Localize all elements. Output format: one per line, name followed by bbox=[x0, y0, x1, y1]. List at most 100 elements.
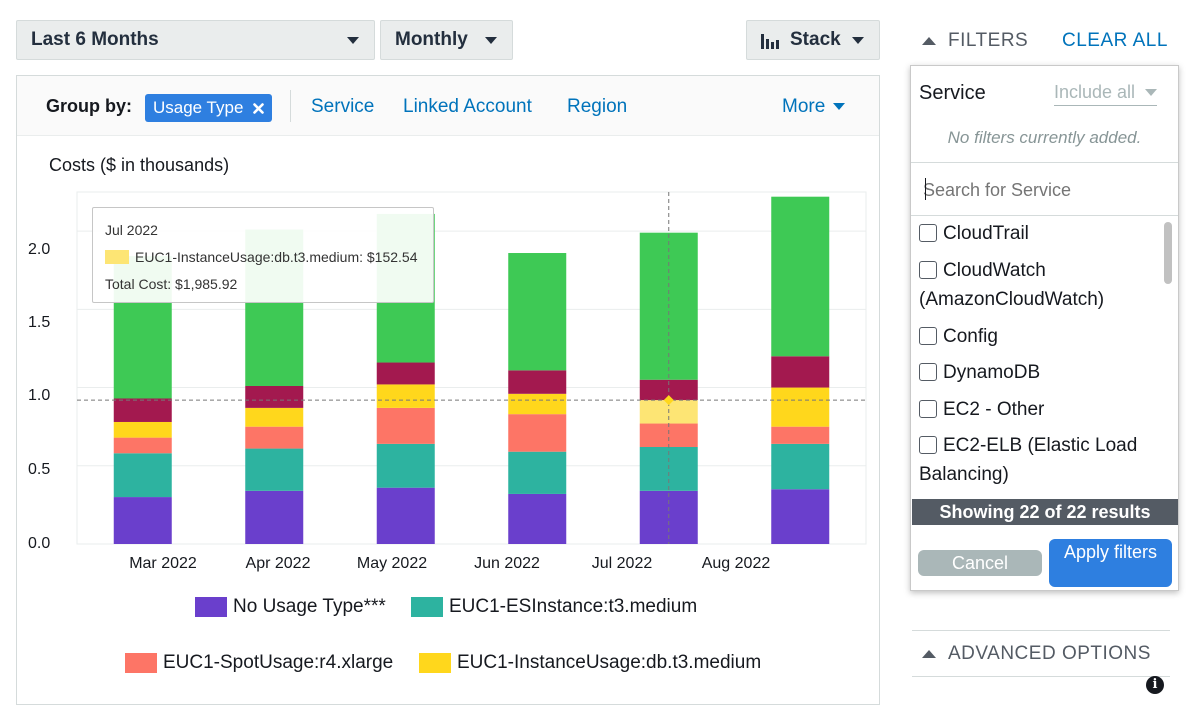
checkbox[interactable] bbox=[919, 436, 937, 454]
info-icon[interactable]: i bbox=[1146, 676, 1164, 694]
checkbox[interactable] bbox=[919, 327, 937, 345]
bar-segment bbox=[508, 370, 567, 394]
tooltip-swatch bbox=[105, 250, 129, 264]
bar-segment bbox=[376, 384, 435, 408]
tooltip-total: Total Cost: $1,985.92 bbox=[105, 276, 238, 292]
x-tick-label: Aug 2022 bbox=[701, 555, 771, 572]
y-tick-label: 0.0 bbox=[28, 535, 51, 552]
tab-linked-account[interactable]: Linked Account bbox=[403, 96, 532, 117]
bar-segment bbox=[771, 387, 830, 427]
divider bbox=[911, 215, 1178, 216]
bar-segment bbox=[113, 497, 172, 544]
divider bbox=[290, 90, 291, 122]
service-option-cloudtrail[interactable]: CloudTrail bbox=[919, 219, 1157, 248]
group-by-chip-usage-type[interactable]: Usage Type bbox=[145, 94, 273, 122]
more-dropdown[interactable]: More bbox=[782, 96, 846, 118]
text-cursor bbox=[925, 178, 926, 200]
bar-segment bbox=[245, 448, 304, 491]
x-tick-label: May 2022 bbox=[356, 555, 428, 572]
service-option-cloudwatch[interactable]: CloudWatch (AmazonCloudWatch) bbox=[919, 256, 1157, 314]
bar-segment bbox=[639, 423, 698, 448]
service-option-ec2-other[interactable]: EC2 - Other bbox=[919, 395, 1157, 424]
x-tick-label: Jun 2022 bbox=[474, 555, 540, 572]
empty-filters-message: No filters currently added. bbox=[947, 128, 1142, 147]
bar-segment bbox=[113, 421, 172, 438]
group-by-label: Group by: bbox=[46, 96, 132, 116]
bar-segment bbox=[376, 443, 435, 488]
tooltip-month: Jul 2022 bbox=[105, 222, 158, 238]
x-tick-label: Jul 2022 bbox=[591, 555, 653, 572]
legend-swatch bbox=[195, 597, 227, 617]
service-option-dynamodb[interactable]: DynamoDB bbox=[919, 358, 1157, 387]
plot-area bbox=[76, 191, 867, 545]
stacked-bar-chart bbox=[76, 191, 867, 545]
option-label: Config bbox=[943, 326, 998, 347]
date-range-dropdown[interactable]: Last 6 Months bbox=[16, 20, 375, 60]
legend-label: EUC1-InstanceUsage:db.t3.medium bbox=[457, 652, 762, 673]
chart-style-dropdown[interactable]: Stack bbox=[746, 20, 880, 60]
y-tick-label: 1.5 bbox=[28, 314, 51, 331]
checkbox[interactable] bbox=[919, 261, 937, 279]
scrollbar-thumb[interactable] bbox=[1164, 222, 1172, 284]
bar-chart-icon bbox=[761, 34, 779, 49]
checkbox[interactable] bbox=[919, 400, 937, 418]
option-label: EC2 - Other bbox=[943, 399, 1045, 420]
granularity-label: Monthly bbox=[395, 29, 468, 50]
bar-segment bbox=[113, 453, 172, 498]
checkbox[interactable] bbox=[919, 224, 937, 242]
legend-item[interactable]: No Usage Type*** bbox=[195, 596, 386, 618]
chevron-down-icon bbox=[833, 103, 846, 111]
results-count: Showing 22 of 22 results bbox=[912, 499, 1178, 525]
service-search-input[interactable] bbox=[923, 180, 1163, 201]
apply-filters-button[interactable]: Apply filters bbox=[1049, 539, 1172, 587]
service-options-list: CloudTrail CloudWatch (AmazonCloudWatch)… bbox=[911, 216, 1178, 496]
bar-segment bbox=[245, 407, 304, 427]
legend-item[interactable]: EUC1-ESInstance:t3.medium bbox=[411, 596, 697, 618]
filters-toggle[interactable]: FILTERS bbox=[922, 30, 1028, 52]
option-label: CloudWatch bbox=[943, 260, 1046, 281]
tab-service[interactable]: Service bbox=[311, 96, 375, 117]
bar-segment bbox=[508, 393, 567, 415]
divider bbox=[912, 630, 1170, 631]
chevron-up-icon bbox=[922, 650, 936, 658]
bar-segment bbox=[245, 490, 304, 544]
chevron-down-icon bbox=[485, 37, 497, 44]
legend-item[interactable]: EUC1-InstanceUsage:db.t3.medium bbox=[419, 652, 761, 674]
granularity-dropdown[interactable]: Monthly bbox=[380, 20, 513, 60]
bar-segment bbox=[113, 437, 172, 454]
chip-label: Usage Type bbox=[153, 98, 244, 117]
checkbox[interactable] bbox=[919, 363, 937, 381]
bar-segment bbox=[771, 196, 830, 357]
clear-all-link[interactable]: CLEAR ALL bbox=[1062, 30, 1168, 51]
option-label: (AmazonCloudWatch) bbox=[919, 289, 1105, 310]
divider bbox=[912, 676, 1170, 677]
bar-segment bbox=[245, 426, 304, 449]
y-axis-title: Costs ($ in thousands) bbox=[49, 155, 230, 175]
chart-style-label: Stack bbox=[790, 29, 841, 50]
group-by-bar: Group by: Usage Type Service Linked Acco… bbox=[17, 76, 879, 136]
bar-segment bbox=[376, 362, 435, 385]
chevron-up-icon bbox=[922, 37, 936, 45]
service-option-config[interactable]: Config bbox=[919, 322, 1157, 351]
advanced-options-toggle[interactable]: ADVANCED OPTIONS bbox=[922, 643, 1151, 665]
legend-swatch bbox=[125, 653, 157, 673]
bar-segment bbox=[113, 398, 172, 422]
bar-segment bbox=[508, 414, 567, 452]
include-mode-label: Include all bbox=[1054, 82, 1136, 102]
cancel-button[interactable]: Cancel bbox=[918, 550, 1042, 576]
service-option-ec2-elb[interactable]: EC2-ELB (Elastic Load Balancing) bbox=[919, 431, 1157, 489]
legend-label: No Usage Type*** bbox=[233, 596, 386, 617]
bar-segment bbox=[376, 487, 435, 544]
bar-segment bbox=[245, 385, 304, 408]
tab-region[interactable]: Region bbox=[567, 96, 628, 117]
y-tick-label: 2.0 bbox=[28, 241, 51, 258]
close-icon[interactable] bbox=[253, 102, 265, 114]
option-label: DynamoDB bbox=[943, 362, 1041, 383]
option-label: EC2-ELB (Elastic Load bbox=[943, 435, 1138, 456]
date-range-label: Last 6 Months bbox=[31, 29, 159, 50]
hover-marker bbox=[663, 395, 674, 406]
legend-item[interactable]: EUC1-SpotUsage:r4.xlarge bbox=[125, 652, 393, 674]
divider bbox=[911, 162, 1178, 163]
include-mode-dropdown[interactable]: Include all bbox=[1054, 82, 1158, 106]
bar-segment bbox=[771, 426, 830, 444]
